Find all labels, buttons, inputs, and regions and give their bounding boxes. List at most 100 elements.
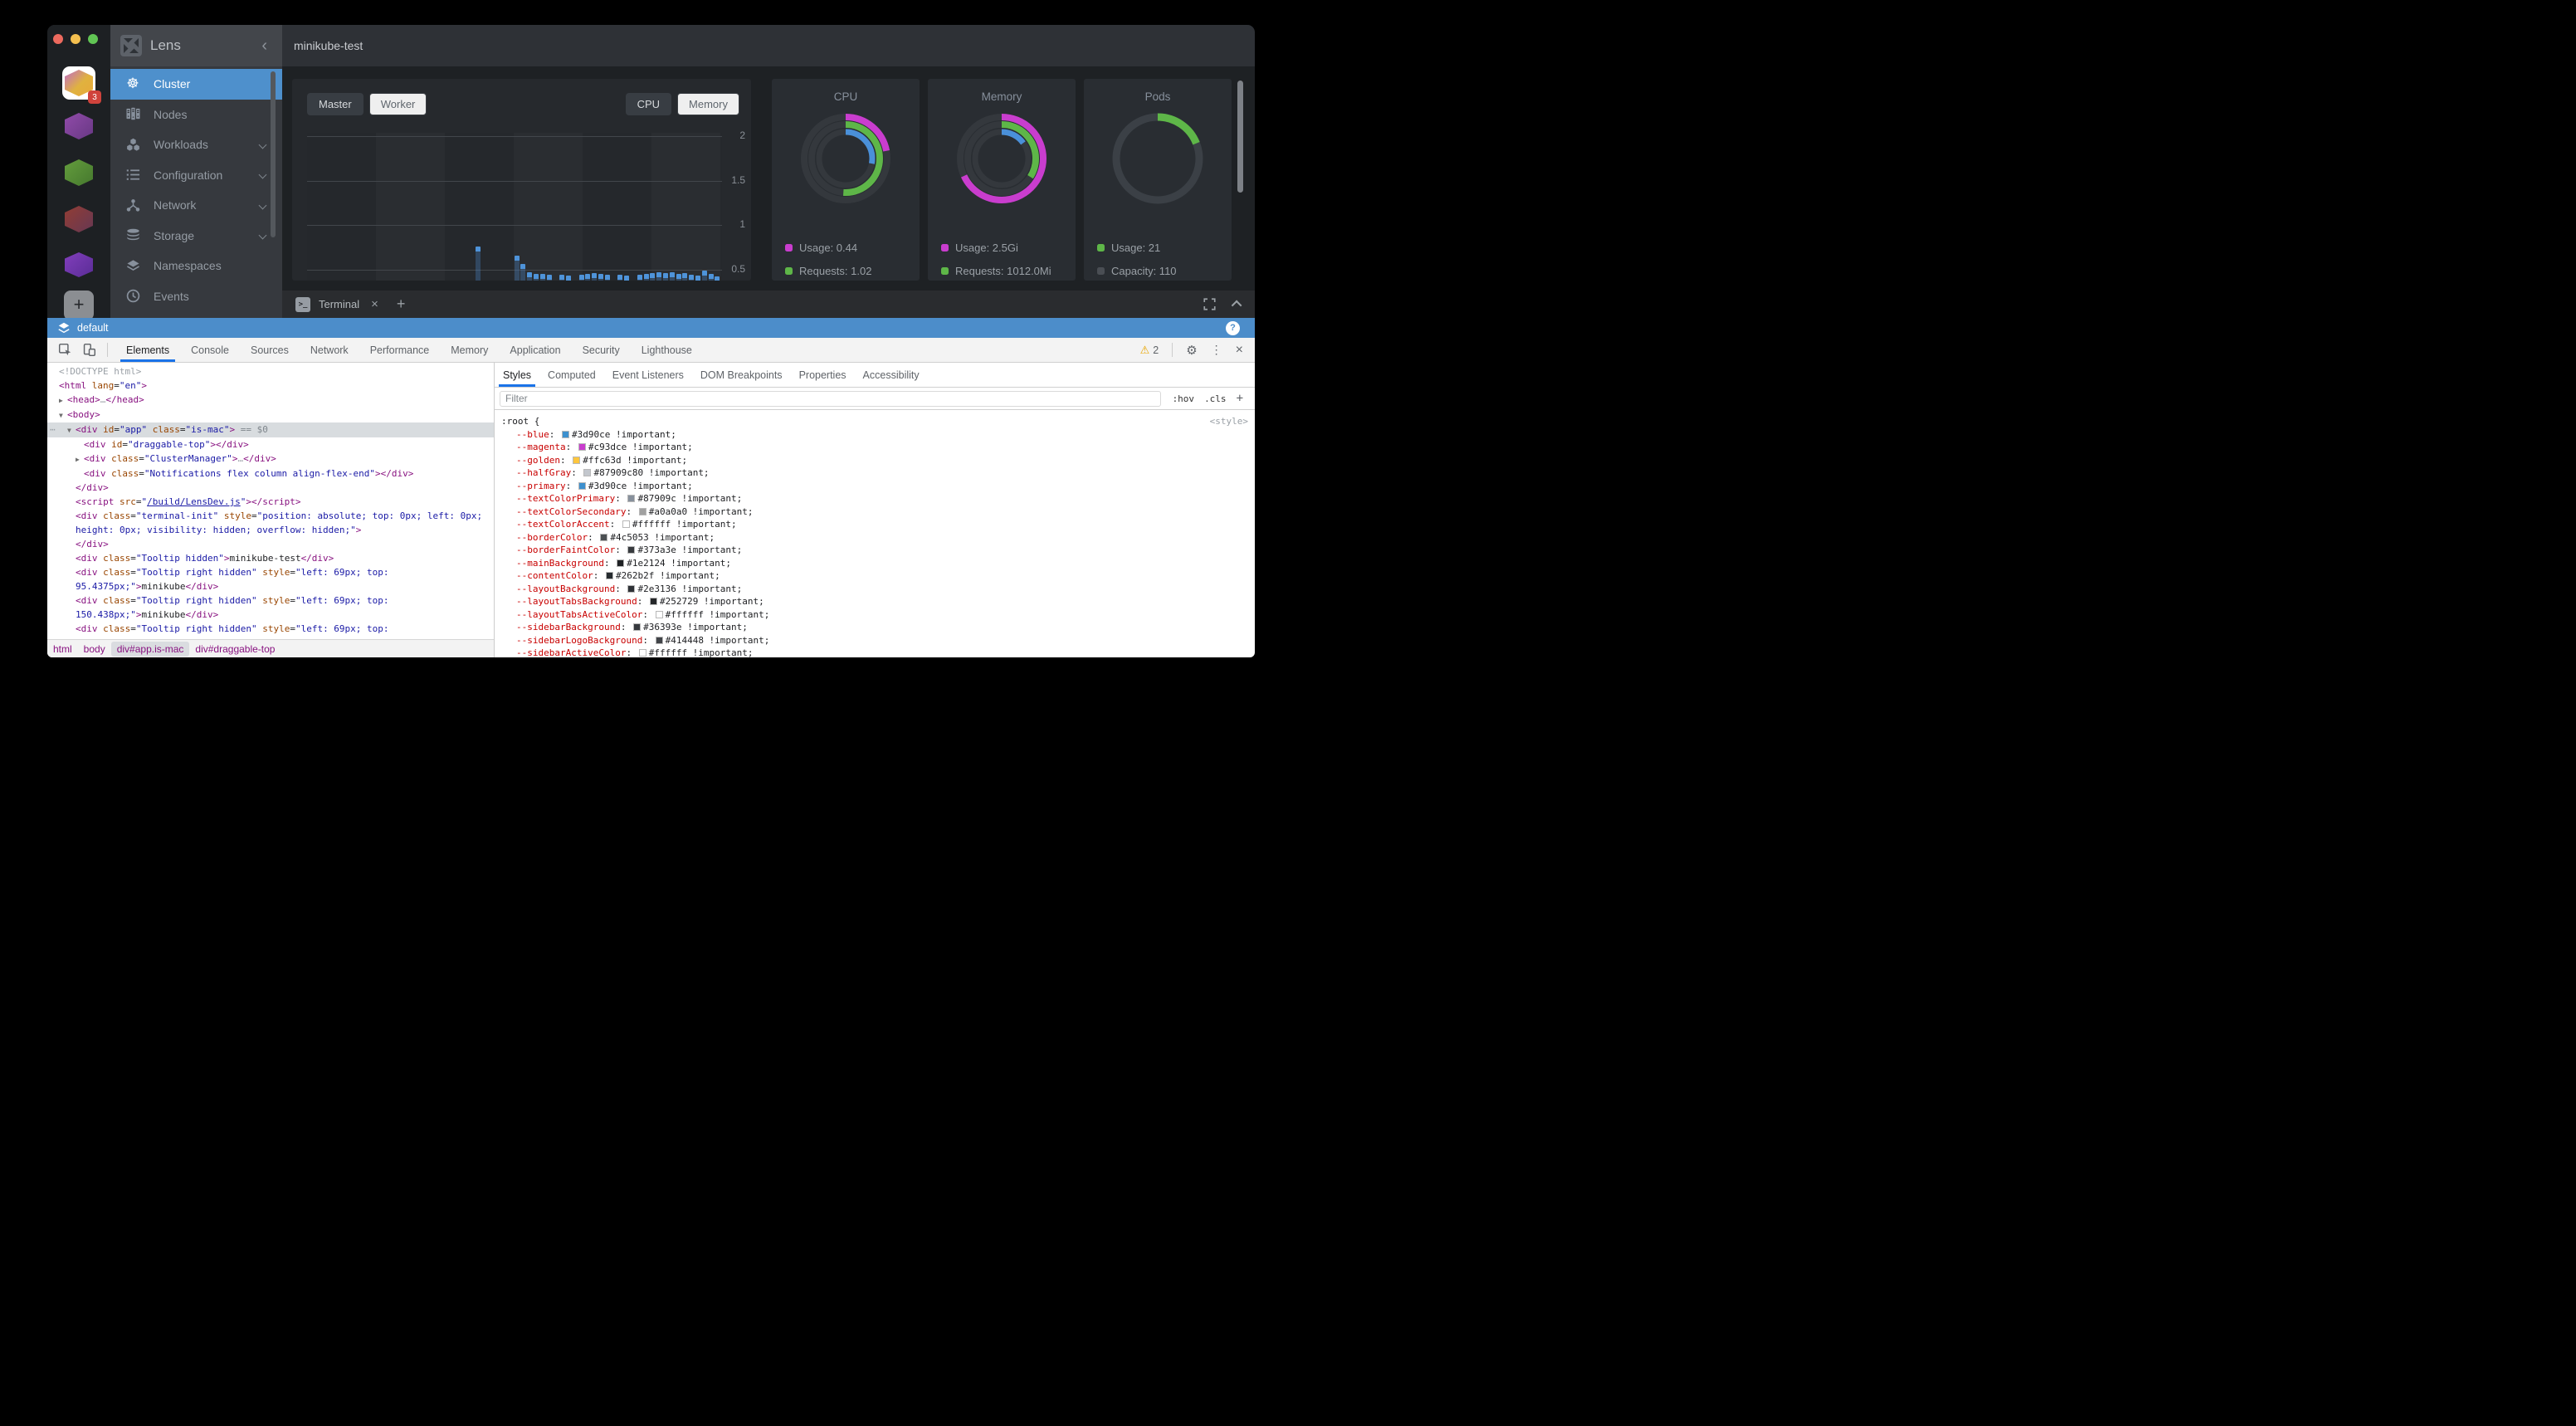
inspect-element-icon[interactable] — [58, 343, 72, 357]
toggle-class-button[interactable]: .cls — [1204, 393, 1227, 404]
add-cluster-button[interactable]: + — [64, 291, 94, 320]
sidebar-item-nodes[interactable]: Nodes — [110, 100, 282, 130]
styles-tab-properties[interactable]: Properties — [798, 369, 846, 381]
dom-tree-row[interactable]: ▼ <body> — [47, 408, 494, 422]
color-swatch[interactable] — [627, 495, 636, 502]
css-declaration[interactable]: --layoutBackground: #2e3136 !important; — [516, 583, 743, 594]
css-declaration[interactable]: --textColorPrimary: #87909c !important; — [516, 493, 743, 504]
css-declaration[interactable]: --layoutTabsActiveColor: #ffffff !import… — [516, 608, 770, 620]
styles-tab-styles[interactable]: Styles — [495, 363, 539, 387]
content-scrollbar[interactable] — [1237, 81, 1243, 193]
dock-cluster-icon-5[interactable] — [65, 252, 93, 277]
breadcrumb-item[interactable]: html — [53, 642, 72, 655]
device-toolbar-icon[interactable] — [82, 343, 96, 357]
color-swatch[interactable] — [573, 456, 581, 464]
color-swatch[interactable] — [655, 636, 663, 644]
breadcrumb-item[interactable]: div#app.is-mac — [110, 641, 190, 657]
new-style-rule-button[interactable]: + — [1236, 392, 1243, 405]
minimize-window-button[interactable] — [71, 34, 80, 44]
help-button[interactable]: ? — [1226, 320, 1240, 335]
close-window-button[interactable] — [53, 34, 63, 44]
css-declaration[interactable]: --halfGray: #87909c80 !important; — [516, 467, 710, 478]
color-swatch[interactable] — [562, 430, 569, 438]
css-declaration[interactable]: --golden: #ffc63d !important; — [516, 454, 688, 466]
devtools-tab-performance[interactable]: Performance — [369, 344, 430, 356]
expand-arrow-icon[interactable]: ▶ — [59, 397, 63, 404]
color-swatch[interactable] — [627, 584, 636, 593]
devtools-tab-memory[interactable]: Memory — [451, 344, 489, 356]
css-declaration[interactable]: --sidebarActiveColor: #ffffff !important… — [516, 647, 754, 657]
dom-tree-row[interactable]: </div> — [76, 539, 109, 549]
dom-tree-row[interactable]: <div class="Tooltip right hidden" style=… — [76, 623, 389, 634]
css-declaration[interactable]: --borderFaintColor: #373a3e !important; — [516, 545, 743, 555]
namespace-label[interactable]: default — [77, 322, 109, 334]
css-declaration[interactable]: --primary: #3d90ce !important; — [516, 480, 693, 491]
dom-tree-row[interactable]: <div class="terminal-init" style="positi… — [76, 510, 483, 535]
node-menu-icon[interactable]: ⋯ — [50, 424, 56, 435]
css-declaration[interactable]: --sidebarLogoBackground: #414448 !import… — [516, 634, 770, 646]
css-declaration[interactable]: --textColorAccent: #ffffff !important; — [516, 519, 737, 530]
color-swatch[interactable] — [622, 520, 630, 528]
dock-cluster-icon-active[interactable]: 3 — [62, 66, 101, 104]
node-tab-master-button[interactable]: Master — [307, 93, 363, 115]
sidebar-item-events[interactable]: Events — [110, 281, 282, 312]
styles-tab-dom-breakpoints[interactable]: DOM Breakpoints — [700, 369, 783, 381]
styles-tab-event-listeners[interactable]: Event Listeners — [612, 369, 684, 381]
style-origin-link[interactable]: <style> — [1209, 416, 1248, 427]
devtools-tab-sources[interactable]: Sources — [250, 344, 289, 356]
devtools-tab-elements[interactable]: Elements — [115, 338, 180, 362]
node-tab-worker-button[interactable]: Worker — [368, 93, 427, 115]
color-swatch[interactable] — [627, 546, 636, 554]
styles-tab-computed[interactable]: Computed — [548, 369, 596, 381]
metric-tab-memory-button[interactable]: Memory — [677, 93, 739, 115]
metric-tab-cpu-button[interactable]: CPU — [625, 93, 672, 115]
devtools-menu-icon[interactable]: ⋮ — [1210, 343, 1222, 356]
color-swatch[interactable] — [583, 469, 592, 476]
dom-tree-row[interactable]: <div class="Tooltip hidden">minikube-tes… — [76, 553, 334, 564]
devtools-tab-application[interactable]: Application — [510, 344, 561, 356]
color-swatch[interactable] — [578, 443, 586, 451]
expand-arrow-icon[interactable]: ▶ — [76, 456, 80, 463]
css-declaration[interactable]: --layoutTabsBackground: #252729 !importa… — [516, 596, 764, 607]
dock-cluster-icon-3[interactable] — [65, 159, 93, 186]
color-swatch[interactable] — [617, 559, 625, 567]
color-swatch[interactable] — [605, 572, 613, 579]
breadcrumb-item[interactable]: div#draggable-top — [195, 642, 276, 655]
expand-arrow-icon[interactable]: ▼ — [59, 412, 63, 419]
dock-cluster-icon-4[interactable] — [65, 206, 93, 232]
color-swatch[interactable] — [649, 598, 657, 605]
terminal-tab[interactable]: Terminal — [319, 298, 360, 310]
sidebar-collapse-button[interactable]: ‹ — [261, 37, 267, 55]
color-swatch[interactable] — [633, 623, 642, 631]
styles-filter-input[interactable] — [500, 390, 1161, 407]
terminal-fullscreen-icon[interactable] — [1203, 298, 1216, 310]
sidebar-item-storage[interactable]: Storage — [110, 221, 282, 252]
styles-tab-accessibility[interactable]: Accessibility — [862, 369, 920, 381]
dock-cluster-icon-2[interactable] — [65, 113, 93, 139]
terminal-expand-icon[interactable] — [1231, 300, 1242, 311]
css-declaration[interactable]: --textColorSecondary: #a0a0a0 !important… — [516, 505, 754, 517]
color-swatch[interactable] — [638, 507, 646, 515]
expand-arrow-icon[interactable]: ▼ — [67, 427, 71, 434]
dom-tree-row[interactable]: <div class="Tooltip right hidden" style=… — [76, 567, 389, 592]
css-selector[interactable]: :root { — [501, 416, 540, 427]
dom-tree-row[interactable]: </div> — [76, 482, 109, 493]
toggle-hover-state-button[interactable]: :hov — [1172, 393, 1195, 404]
css-declaration[interactable]: --magenta: #c93dce !important; — [516, 442, 693, 452]
dom-tree-row[interactable]: ⋯ ▼ <div id="app" class="is-mac"> == $0 — [47, 422, 494, 437]
color-swatch[interactable] — [578, 481, 586, 490]
devtools-tab-network[interactable]: Network — [310, 344, 349, 356]
dom-tree-row[interactable]: ▶ <head>…</head> — [47, 393, 494, 408]
devtools-tab-security[interactable]: Security — [582, 344, 620, 356]
dom-tree-row[interactable]: <script src="/build/LensDev.js"></script… — [76, 496, 301, 507]
sidebar-item-configuration[interactable]: Configuration — [110, 160, 282, 191]
zoom-window-button[interactable] — [88, 34, 98, 44]
dom-tree-row[interactable]: <html lang="en"> — [59, 380, 147, 391]
settings-gear-icon[interactable]: ⚙ — [1186, 343, 1198, 358]
color-swatch[interactable] — [600, 533, 608, 541]
dom-tree-row[interactable]: ▶ <div class="ClusterManager">…</div> — [47, 452, 494, 466]
color-swatch[interactable] — [638, 649, 646, 657]
devtools-close-icon[interactable]: × — [1235, 342, 1243, 357]
dom-tree-row[interactable]: <div id="draggable-top"></div> — [84, 439, 249, 450]
terminal-close-icon[interactable]: × — [371, 297, 378, 311]
